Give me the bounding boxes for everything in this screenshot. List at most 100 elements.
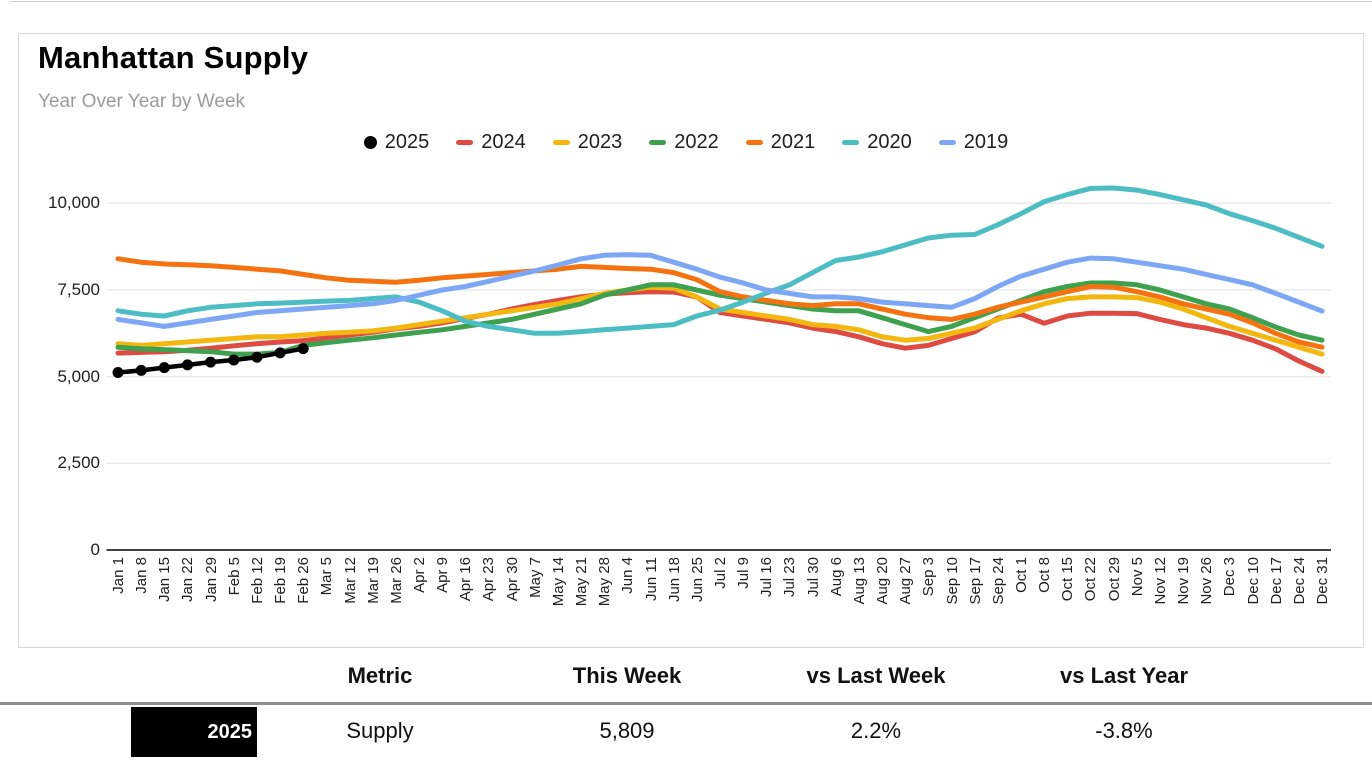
x-axis-label: May 14 xyxy=(549,557,567,607)
x-axis-label: Dec 10 xyxy=(1244,557,1262,605)
legend-item-2024[interactable]: 2024 xyxy=(456,131,526,154)
x-axis-label: Oct 8 xyxy=(1036,557,1054,593)
chart-legend: 2025 2024 2023 2022 2021 2020 2019 xyxy=(0,131,1372,154)
x-axis-label: Oct 15 xyxy=(1059,557,1077,602)
legend-label-2024: 2024 xyxy=(481,131,526,153)
legend-label-2021: 2021 xyxy=(770,131,816,153)
x-axis-label: Feb 26 xyxy=(295,557,313,604)
table-cell-metric: Supply xyxy=(346,718,414,743)
series-line-2019[interactable] xyxy=(115,252,1325,329)
x-axis-label: Aug 13 xyxy=(850,557,868,605)
x-axis-label: Sep 3 xyxy=(920,557,938,597)
x-axis-label: Dec 3 xyxy=(1221,557,1239,597)
legend-item-2023[interactable]: 2023 xyxy=(552,131,623,154)
x-axis-label: Oct 22 xyxy=(1082,557,1100,602)
table-header-vs-last-week: vs Last Week xyxy=(806,663,946,688)
y-axis-label: 2,500 xyxy=(57,453,100,473)
x-axis-label: Jun 4 xyxy=(619,557,637,594)
legend-marker-2023 xyxy=(552,140,570,145)
x-axis-label: Aug 20 xyxy=(874,557,892,605)
x-axis-label: Apr 30 xyxy=(503,557,521,602)
legend-item-2019[interactable]: 2019 xyxy=(938,131,1008,154)
legend-item-2021[interactable]: 2021 xyxy=(745,131,816,154)
x-axis-label: Jun 11 xyxy=(642,557,660,601)
x-axis-label: Nov 12 xyxy=(1151,557,1169,605)
data-point-2025[interactable] xyxy=(135,364,147,376)
series-line-2021[interactable] xyxy=(115,256,1325,350)
data-point-2025[interactable] xyxy=(205,356,217,368)
legend-marker-2025 xyxy=(363,136,377,149)
supply-chart[interactable]: 0 2,500 5,000 7,500 10,000 Jan 1 Jan 8 Jan 15 Ja… xyxy=(0,0,1372,655)
top-divider xyxy=(10,1,1372,2)
x-axis-label: Aug 6 xyxy=(827,557,845,597)
x-axis-label: Apr 9 xyxy=(434,557,452,593)
x-axis-label: May 28 xyxy=(596,557,614,607)
x-axis-label: Sep 17 xyxy=(966,557,984,605)
data-point-2025[interactable] xyxy=(274,347,286,359)
data-point-2025[interactable] xyxy=(158,362,170,374)
x-axis-label: Feb 19 xyxy=(272,557,290,604)
table-header-metric: Metric xyxy=(347,663,413,688)
x-axis-label: Jun 18 xyxy=(665,557,683,603)
x-axis-label: Jan 29 xyxy=(202,557,220,603)
y-axis-label: 5,000 xyxy=(57,366,100,386)
chart-subtitle: Year Over Year by Week xyxy=(38,91,246,112)
legend-label-2022: 2022 xyxy=(674,131,719,153)
y-axis-label: 0 xyxy=(90,540,100,559)
x-axis-label: Jul 30 xyxy=(804,557,822,598)
x-axis-label: Jun 25 xyxy=(688,557,706,603)
x-axis-label: Jan 1 xyxy=(110,557,127,594)
x-axis-label: Jul 9 xyxy=(735,557,753,589)
data-point-2025[interactable] xyxy=(112,367,124,378)
series-line-2022[interactable] xyxy=(115,280,1325,357)
table-header-this-week: This Week xyxy=(572,663,682,688)
table-cell-vs-last-year: -3.8% xyxy=(1095,718,1153,743)
legend-item-2025[interactable]: 2025 xyxy=(363,131,429,154)
x-axis-label: Oct 29 xyxy=(1105,557,1123,602)
x-axis-label: Dec 24 xyxy=(1290,557,1308,605)
series-line-2020[interactable] xyxy=(115,185,1325,336)
chart-canvas[interactable] xyxy=(0,0,1372,655)
y-axis-label: 7,500 xyxy=(57,279,100,299)
x-axis-label: Jul 2 xyxy=(711,557,729,589)
table-cell-this-week: 5,809 xyxy=(599,718,655,743)
x-axis-label: Jul 16 xyxy=(758,557,776,598)
legend-item-2022[interactable]: 2022 xyxy=(649,131,719,154)
x-axis-label: Nov 5 xyxy=(1128,557,1146,597)
chart-title: Manhattan Supply xyxy=(38,40,309,75)
x-axis-label: Nov 26 xyxy=(1198,557,1216,605)
chart-card xyxy=(18,33,1364,648)
x-axis-label: Apr 23 xyxy=(480,557,498,602)
x-axis-label: Aug 27 xyxy=(897,557,915,605)
x-axis-label: Jul 23 xyxy=(781,557,799,598)
x-axis-label: Sep 24 xyxy=(989,557,1007,605)
x-axis-label: Jan 8 xyxy=(133,557,151,594)
year-badge: 2025 xyxy=(131,707,257,757)
x-axis-label: Mar 5 xyxy=(318,557,336,596)
x-axis-label: May 21 xyxy=(573,557,591,607)
legend-marker-2020 xyxy=(842,140,860,145)
legend-label-2020: 2020 xyxy=(867,131,912,153)
legend-item-2020[interactable]: 2020 xyxy=(842,131,912,154)
data-point-2025[interactable] xyxy=(182,359,193,371)
x-axis-label: Mar 12 xyxy=(341,557,359,604)
x-axis-label: Nov 19 xyxy=(1175,557,1193,605)
data-point-2025[interactable] xyxy=(297,343,309,355)
legend-marker-2019 xyxy=(938,140,956,145)
x-axis-label: Dec 31 xyxy=(1313,557,1331,605)
x-axis-label: Feb 12 xyxy=(248,557,266,604)
table-divider xyxy=(0,702,1372,705)
x-axis-label: Mar 19 xyxy=(364,557,382,604)
x-axis-label: May 7 xyxy=(526,557,544,598)
data-point-2025[interactable] xyxy=(251,351,263,363)
x-axis-label: Feb 5 xyxy=(225,557,243,596)
legend-label-2023: 2023 xyxy=(577,131,623,153)
x-axis-label: Apr 16 xyxy=(457,557,475,602)
x-axis-label: Oct 1 xyxy=(1012,557,1030,593)
x-axis-label: Jan 22 xyxy=(179,557,197,603)
table-header-vs-last-year: vs Last Year xyxy=(1059,663,1189,688)
x-axis-label: Dec 17 xyxy=(1267,557,1285,605)
data-point-2025[interactable] xyxy=(228,354,240,366)
x-axis-label: Jan 15 xyxy=(156,557,174,603)
